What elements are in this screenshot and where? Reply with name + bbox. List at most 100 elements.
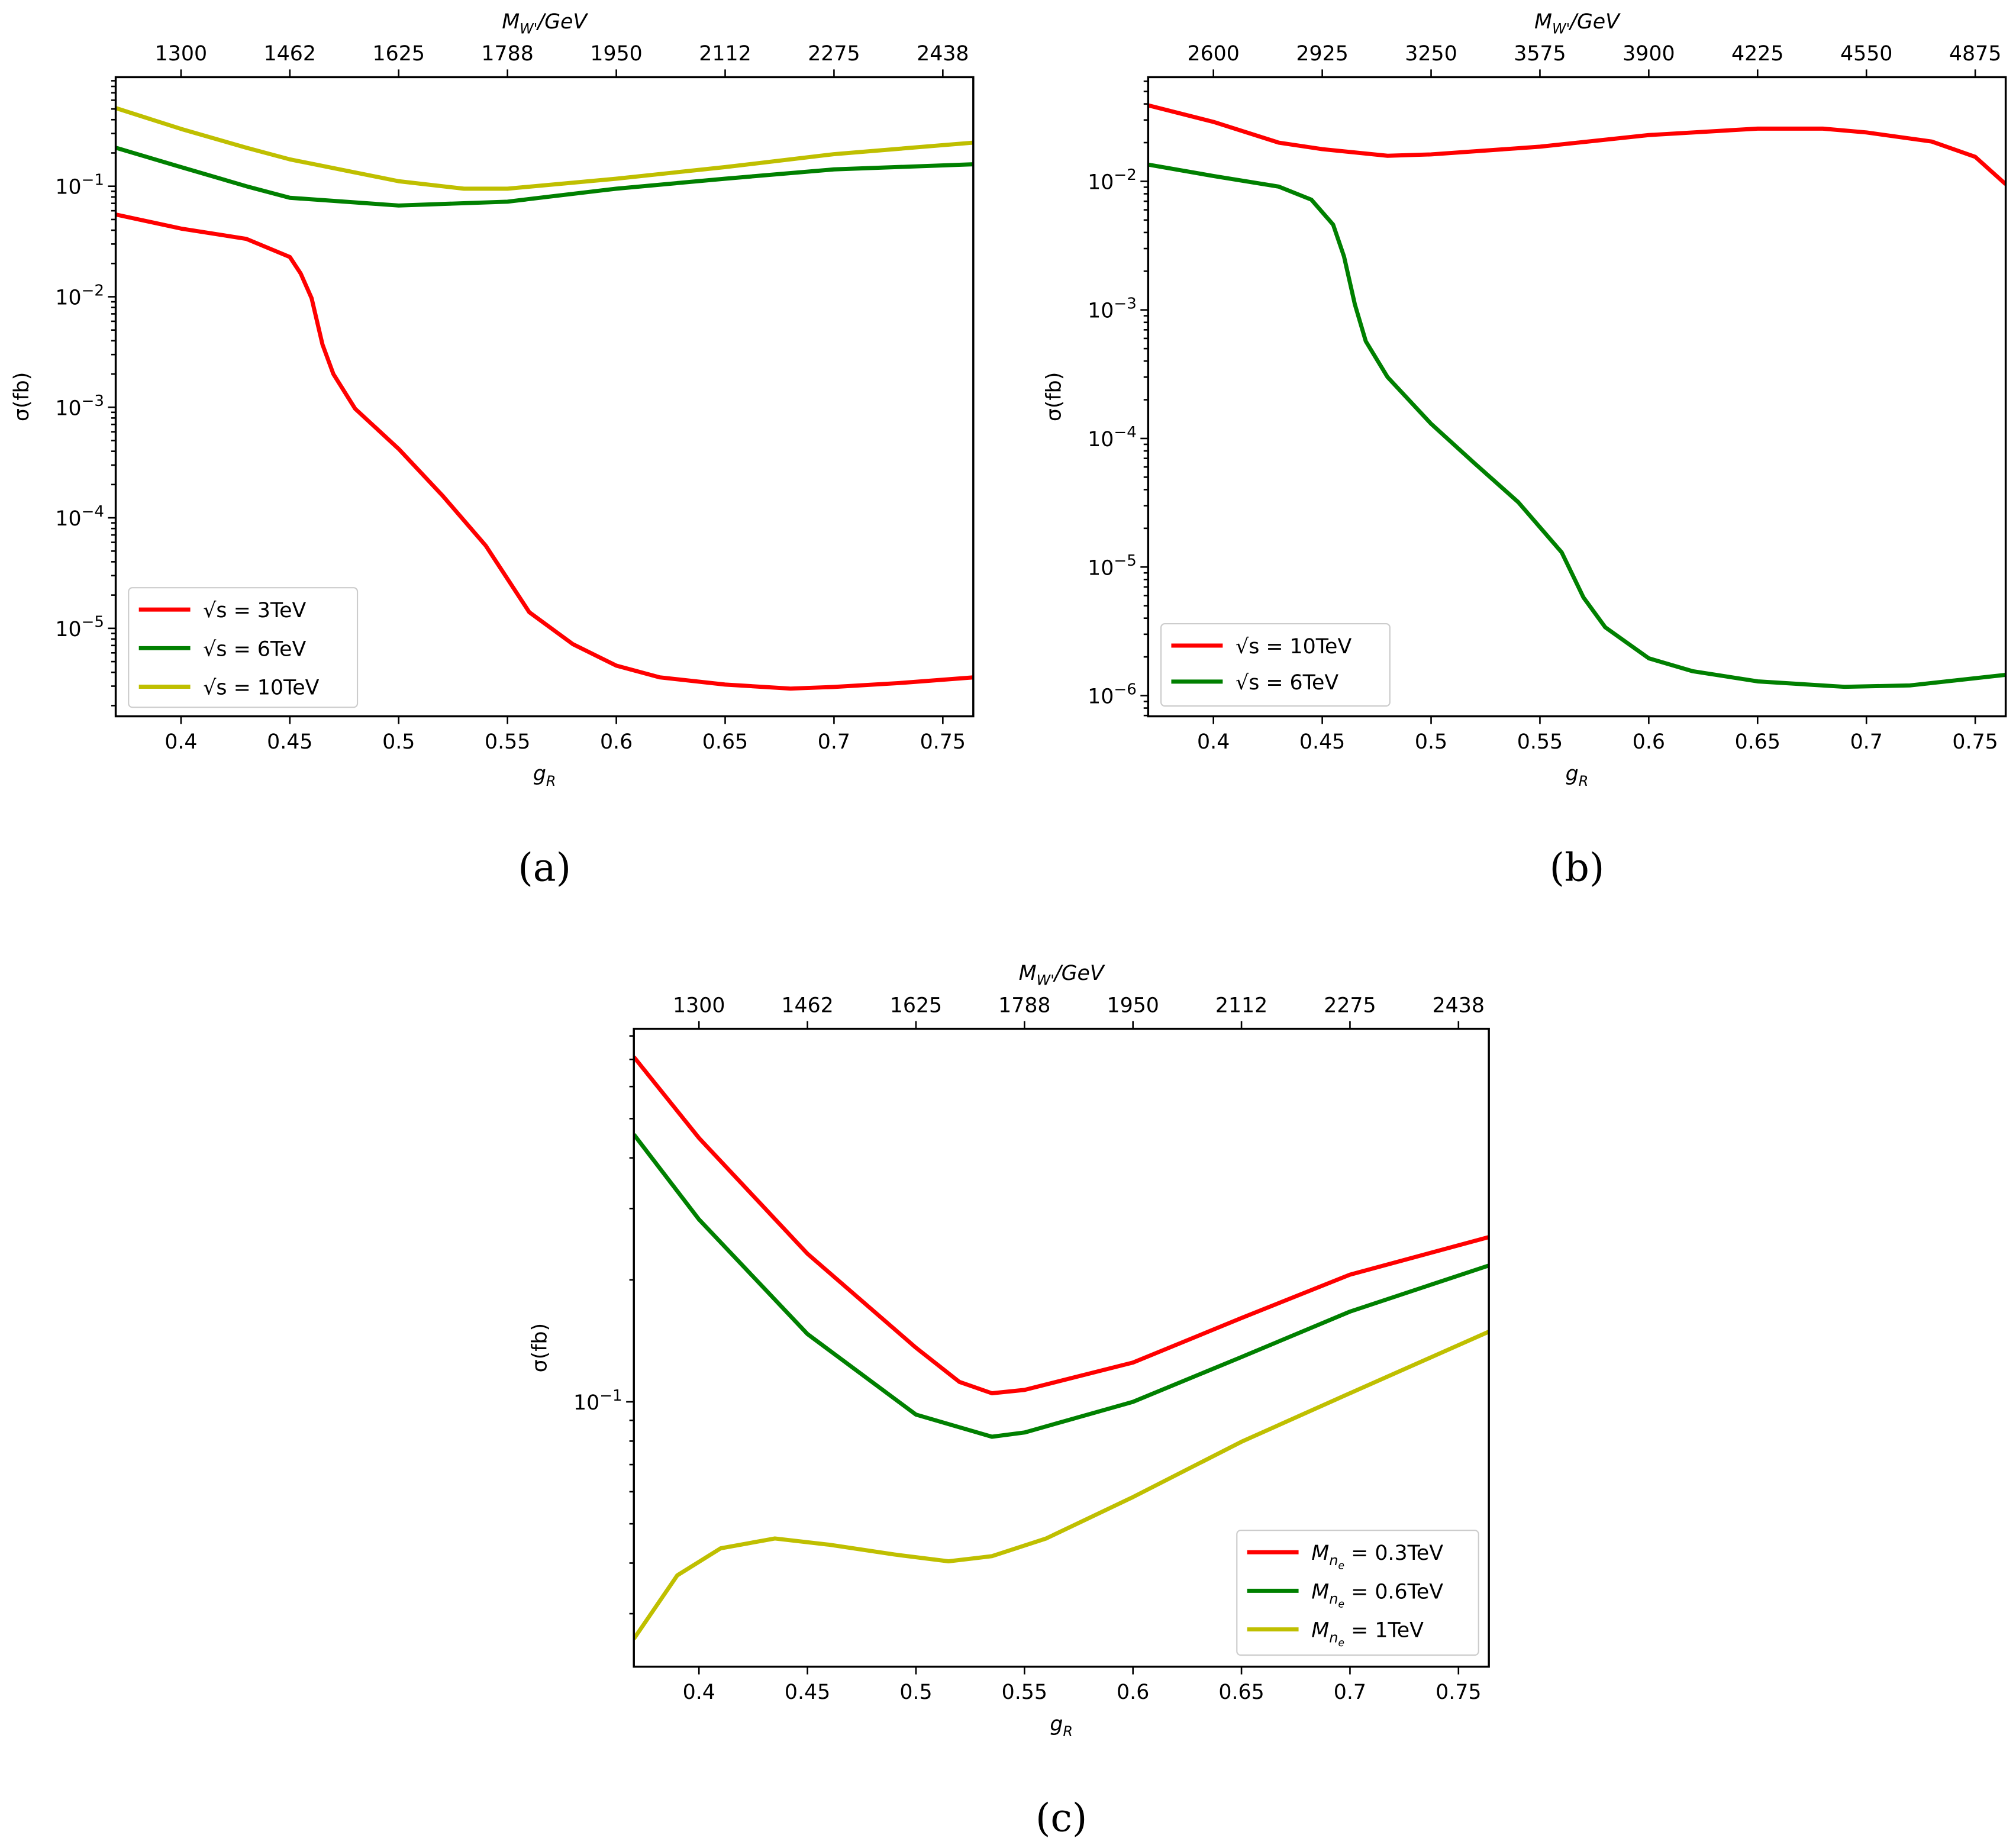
top-tick-label: 3900	[1623, 42, 1675, 66]
series-line-2	[115, 146, 973, 208]
x-axis-label: gR	[1566, 762, 1589, 789]
top-tick-label: 2925	[1296, 42, 1348, 66]
top-axis-label: MW'/GeV	[502, 10, 588, 37]
legend: Mne = 0.3TeV Mne = 0.6TeV Mne = 1TeV	[1236, 1530, 1479, 1656]
top-tick-label: 4875	[1949, 42, 2001, 66]
y-tick-label: 10−2	[55, 282, 104, 309]
y-tick-label: 10−1	[55, 172, 104, 199]
top-tick-label: 2275	[808, 42, 860, 66]
plot-frame	[1147, 76, 2007, 718]
x-tick-label: 0.65	[1735, 730, 1780, 754]
y-tick-label: 10−4	[1088, 424, 1137, 451]
top-tick-label: 2600	[1187, 42, 1239, 66]
y-tick-label: 10−2	[1088, 166, 1137, 194]
x-tick-label: 0.5	[1415, 730, 1447, 754]
legend-label: √s = 10TeV	[1236, 635, 1351, 659]
y-tick-label: 10−5	[1088, 552, 1137, 580]
x-tick-label: 0.45	[267, 730, 312, 754]
x-tick-label: 0.6	[1117, 1681, 1149, 1704]
panel-c: 0.4 0.45 0.5 0.55 0.6 0.65 0.7 0.75 1300 1462 1625…	[528, 962, 1490, 1841]
legend-frame	[1236, 1530, 1479, 1656]
top-tick-label: 1950	[1107, 994, 1159, 1017]
top-tick-label: 2112	[699, 42, 751, 66]
curves	[115, 106, 973, 691]
y-tick-label: 10−3	[55, 392, 104, 420]
series-line-1	[1148, 103, 2006, 186]
x-tick-label: 0.55	[1517, 730, 1563, 754]
x-tick-label: 0.6	[1633, 730, 1665, 754]
legend-frame	[128, 587, 359, 708]
x-axis-label: gR	[533, 762, 556, 789]
series-line-3	[634, 1330, 1489, 1640]
panel-caption: (c)	[1036, 1796, 1087, 1841]
legend-label: √s = 10TeV	[203, 676, 319, 700]
legend-label: √s = 3TeV	[203, 599, 306, 623]
y-tick-label: 10−3	[1088, 295, 1137, 323]
curves	[1148, 103, 2006, 689]
panel-caption: (a)	[518, 846, 571, 891]
top-tick-label: 3575	[1514, 42, 1566, 66]
x-tick-label: 0.75	[1436, 1681, 1481, 1704]
y-axis-label: σ(fb)	[10, 372, 34, 421]
plot-frame	[114, 76, 975, 718]
x-tick-label: 0.4	[683, 1681, 715, 1704]
curves	[634, 1055, 1489, 1640]
x-tick-label: 0.4	[1197, 730, 1230, 754]
x-tick-label: 0.65	[702, 730, 748, 754]
top-tick-label: 4225	[1731, 42, 1783, 66]
panel-a: 0.4 0.45 0.5 0.55 0.6 0.65 0.7 0.75 1300 1462 1625…	[10, 10, 975, 891]
top-tick-label: 2112	[1215, 994, 1267, 1017]
legend-label: √s = 6TeV	[1236, 671, 1338, 695]
legend-label: Mne = 0.6TeV	[1311, 1580, 1443, 1610]
panel-caption: (b)	[1550, 846, 1605, 891]
series-line-3	[115, 106, 973, 191]
top-tick-label: 1300	[155, 42, 207, 66]
top-tick-label: 1300	[673, 994, 725, 1017]
series-line-1	[634, 1055, 1489, 1395]
x-tick-label: 0.45	[785, 1681, 830, 1704]
top-tick-label: 1625	[373, 42, 425, 66]
y-axis-label: σ(fb)	[1043, 372, 1066, 421]
legend-label: Mne = 0.3TeV	[1311, 1541, 1443, 1572]
x-tick-label: 0.65	[1218, 1681, 1264, 1704]
x-tick-label: 0.45	[1299, 730, 1345, 754]
x-tick-label: 0.5	[382, 730, 415, 754]
top-tick-label: 1788	[481, 42, 533, 66]
x-axis-label: gR	[1050, 1712, 1073, 1740]
top-tick-label: 1950	[590, 42, 642, 66]
x-tick-label: 0.75	[1952, 730, 1998, 754]
legend: √s = 3TeV √s = 6TeV √s = 10TeV	[128, 587, 359, 708]
series-line-2	[1148, 162, 2006, 689]
y-axis-label: σ(fb)	[528, 1323, 551, 1372]
x-tick-label: 0.4	[164, 730, 197, 754]
top-axis-label: MW'/GeV	[1019, 962, 1105, 989]
plot-frame	[633, 1027, 1490, 1668]
top-tick-label: 2438	[917, 42, 969, 66]
x-tick-label: 0.55	[485, 730, 530, 754]
top-tick-label: 1788	[998, 994, 1050, 1017]
x-tick-label: 0.6	[600, 730, 633, 754]
top-axis-label: MW'/GeV	[1534, 10, 1621, 37]
x-tick-label: 0.7	[818, 730, 850, 754]
series-line-1	[115, 212, 973, 691]
x-tick-label: 0.7	[1334, 1681, 1366, 1704]
top-tick-label: 3250	[1405, 42, 1457, 66]
legend: √s = 10TeV √s = 6TeV	[1160, 623, 1391, 707]
y-tick-label: 10−1	[573, 1387, 622, 1415]
top-tick-label: 2438	[1433, 994, 1485, 1017]
panel-b: 0.4 0.45 0.5 0.55 0.6 0.65 0.7 0.75 2600 2925 3250…	[1043, 10, 2007, 891]
top-tick-label: 2275	[1324, 994, 1376, 1017]
y-tick-label: 10−4	[55, 503, 104, 531]
y-tick-label: 10−5	[55, 614, 104, 641]
top-tick-label: 1625	[890, 994, 942, 1017]
x-tick-label: 0.55	[1002, 1681, 1047, 1704]
legend-label: √s = 6TeV	[203, 637, 306, 661]
y-tick-label: 10−6	[1088, 680, 1137, 708]
top-tick-label: 4550	[1840, 42, 1892, 66]
top-tick-label: 1462	[264, 42, 316, 66]
top-tick-label: 1462	[781, 994, 833, 1017]
x-tick-label: 0.7	[1850, 730, 1883, 754]
x-tick-label: 0.75	[920, 730, 966, 754]
legend-label: Mne = 1TeV	[1311, 1619, 1424, 1649]
